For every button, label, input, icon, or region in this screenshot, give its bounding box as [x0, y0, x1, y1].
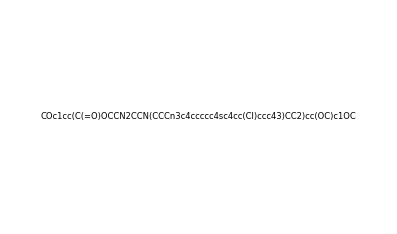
Text: COc1cc(C(=O)OCCN2CCN(CCCn3c4ccccc4sc4cc(Cl)ccc43)CC2)cc(OC)c1OC: COc1cc(C(=O)OCCN2CCN(CCCn3c4ccccc4sc4cc(…: [40, 113, 357, 121]
